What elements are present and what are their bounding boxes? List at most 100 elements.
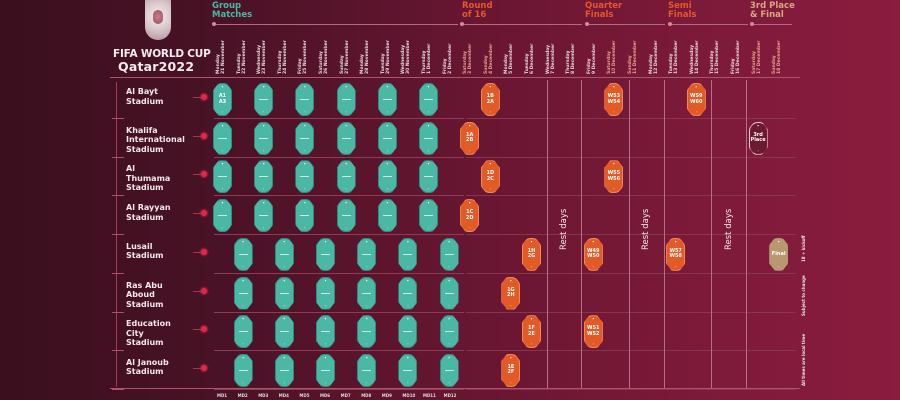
- round-of-16-badge[interactable]: • 1A 2B ·: [460, 121, 480, 155]
- phase-dot: [750, 22, 754, 26]
- rest-day-border: [629, 80, 630, 388]
- group-match-badge[interactable]: • ·: [295, 199, 315, 233]
- matchday-label: MD6: [320, 393, 331, 398]
- group-match-badge[interactable]: • ·: [316, 237, 335, 271]
- group-match-badge[interactable]: • ·: [233, 276, 253, 310]
- row-tick: [112, 156, 124, 158]
- quarter-final-badge[interactable]: • W49 W50 ·: [583, 237, 603, 271]
- group-match-badge[interactable]: • ·: [439, 353, 459, 387]
- group-match-badge[interactable]: • ·: [274, 315, 294, 349]
- match-teams: 1D 2C: [486, 170, 495, 182]
- group-match-badge[interactable]: • ·: [295, 83, 315, 116]
- match-placeholder: [444, 369, 454, 371]
- date-label: Sunday 4 December: [483, 43, 494, 74]
- match-teams: 1F 2E: [528, 325, 535, 337]
- group-match-badge[interactable]: • ·: [439, 276, 459, 310]
- third-place-badge[interactable]: • 3rd Place ·: [748, 121, 768, 155]
- semi-final-badge[interactable]: • W59 W60 ·: [686, 83, 706, 116]
- group-match-badge[interactable]: • ·: [398, 237, 418, 271]
- kickoff-time: ·: [221, 110, 224, 114]
- group-match-badge[interactable]: • ·: [316, 315, 335, 349]
- group-match-badge[interactable]: • ·: [439, 237, 459, 271]
- matchday-label: MD7: [340, 393, 351, 398]
- group-match-badge[interactable]: • ·: [213, 160, 232, 194]
- group-match-badge[interactable]: • ·: [377, 160, 397, 194]
- group-match-badge[interactable]: • ·: [274, 353, 294, 387]
- row-divider: [214, 234, 464, 236]
- semi-final-badge[interactable]: • W57 W58 ·: [666, 237, 686, 271]
- group-match-badge[interactable]: • ·: [398, 315, 418, 349]
- round-of-16-badge[interactable]: • 1F 2E ·: [522, 315, 541, 349]
- group-match-badge[interactable]: • ·: [377, 83, 397, 116]
- group-match-badge[interactable]: • ·: [233, 315, 253, 349]
- round-of-16-badge[interactable]: • 1B 2A ·: [480, 83, 500, 116]
- group-match-badge[interactable]: • ·: [439, 315, 459, 349]
- group-match-badge[interactable]: • ·: [254, 83, 274, 116]
- group-match-badge[interactable]: • ·: [233, 237, 253, 271]
- match-teams: 1C 2D: [465, 209, 474, 221]
- quarter-final-badge[interactable]: • W51 W52 ·: [583, 315, 603, 349]
- group-match-badge[interactable]: • ·: [213, 121, 232, 155]
- match-number: •: [777, 239, 780, 244]
- rest-day-border: [746, 80, 747, 388]
- match-number: •: [447, 239, 451, 244]
- match-teams: 1G 2H: [507, 286, 515, 298]
- group-match-badge[interactable]: • ·: [419, 83, 438, 116]
- group-match-badge[interactable]: • ·: [254, 160, 274, 194]
- stadium-label: Al Janoub Stadium: [126, 357, 169, 377]
- group-match-badge[interactable]: • ·: [377, 121, 397, 155]
- round-of-16-badge[interactable]: • 1C 2D ·: [460, 199, 480, 233]
- round-of-16-badge[interactable]: • 1D 2C ·: [480, 160, 500, 194]
- group-match-badge[interactable]: • ·: [357, 353, 377, 387]
- group-match-badge[interactable]: • ·: [419, 160, 438, 194]
- group-match-badge[interactable]: • ·: [233, 353, 253, 387]
- match-placeholder: [341, 99, 351, 100]
- group-match-badge[interactable]: • ·: [254, 199, 274, 233]
- quarter-final-badge[interactable]: • W53 W54 ·: [604, 83, 624, 116]
- match-number: •: [447, 355, 451, 360]
- rest-days-label: Rest days: [641, 208, 652, 250]
- match-placeholder: [279, 331, 289, 333]
- group-match-badge[interactable]: • ·: [377, 199, 397, 233]
- date-header-15: Monday 5 December: [504, 24, 514, 74]
- final-badge[interactable]: • Final ·: [769, 237, 789, 271]
- round-of-16-badge[interactable]: • 1E 2F ·: [501, 353, 521, 387]
- quarter-final-badge[interactable]: • W55 W56 ·: [604, 160, 624, 194]
- match-placeholder: [403, 292, 413, 294]
- date-header-6: Saturday 26 November: [319, 24, 329, 74]
- group-match-badge[interactable]: • ·: [398, 353, 418, 387]
- round-of-16-badge[interactable]: • 1H 2G ·: [522, 237, 541, 271]
- match-number: •: [283, 278, 286, 283]
- match-placeholder: [341, 176, 351, 178]
- group-match-badge[interactable]: • ·: [336, 83, 356, 116]
- matchday-label: MD12: [443, 393, 457, 398]
- group-match-badge[interactable]: • ·: [419, 121, 438, 155]
- group-match-badge[interactable]: • ·: [254, 121, 274, 155]
- row-tick: [112, 118, 124, 119]
- group-match-badge[interactable]: • ·: [316, 276, 335, 310]
- match-teams: 3rd Place: [750, 131, 766, 144]
- group-match-badge[interactable]: • ·: [295, 121, 315, 155]
- group-match-badge[interactable]: • ·: [357, 237, 377, 271]
- match-placeholder: [238, 292, 248, 294]
- group-match-badge[interactable]: • ·: [419, 199, 438, 233]
- group-match-badge[interactable]: • ·: [336, 121, 356, 155]
- match-number: •: [592, 239, 595, 244]
- kickoff-time: ·: [304, 148, 306, 153]
- group-match-badge[interactable]: • ·: [316, 353, 335, 387]
- group-match-badge[interactable]: • ·: [213, 199, 232, 233]
- match-number: •: [365, 239, 368, 244]
- phase-semi-finals: Semi Finals: [668, 1, 697, 20]
- group-match-badge[interactable]: • ·: [336, 199, 356, 233]
- group-match-badge[interactable]: • ·: [274, 237, 294, 271]
- round-of-16-badge[interactable]: • 1G 2H ·: [501, 276, 521, 310]
- group-match-badge[interactable]: • A1 A3 ·: [213, 83, 232, 116]
- date-label: Sunday 27 November: [339, 40, 350, 74]
- group-match-badge[interactable]: • ·: [336, 160, 356, 194]
- group-match-badge[interactable]: • ·: [357, 315, 377, 349]
- group-match-badge[interactable]: • ·: [274, 276, 294, 310]
- group-match-badge[interactable]: • ·: [357, 276, 377, 310]
- group-match-badge[interactable]: • ·: [398, 276, 418, 310]
- group-match-badge[interactable]: • ·: [295, 160, 315, 194]
- row-divider: [466, 118, 796, 119]
